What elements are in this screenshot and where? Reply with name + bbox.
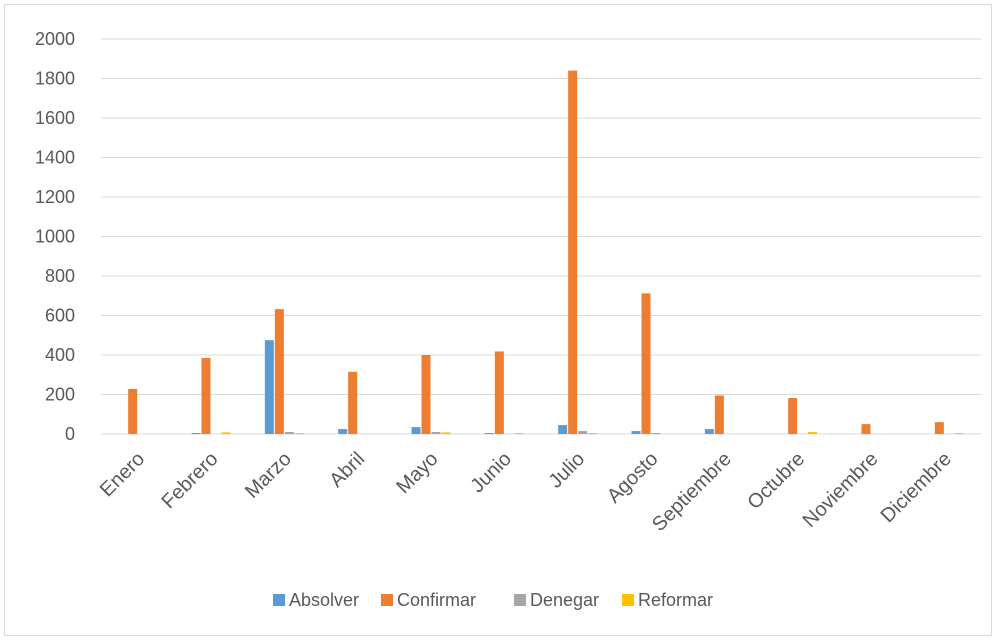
bar-denegar-marzo bbox=[284, 432, 294, 434]
bar-confirmar-octubre bbox=[788, 398, 798, 434]
bar-denegar-agosto bbox=[651, 433, 661, 434]
bar-reformar-mayo bbox=[441, 432, 451, 434]
x-tick-label: Noviembre bbox=[799, 448, 883, 532]
legend-item-denegar: Denegar bbox=[514, 590, 599, 610]
legend-label: Reformar bbox=[638, 590, 713, 610]
bar-confirmar-diciembre bbox=[934, 422, 944, 434]
y-tick-label: 1000 bbox=[35, 227, 75, 247]
y-axis-ticks: 0 200 400 600 800 1000 1200 1400 1600 1800 2000 bbox=[35, 29, 75, 444]
bar-confirmar-junio bbox=[494, 351, 504, 434]
bar-confirmar-noviembre bbox=[861, 424, 871, 434]
bar-reformar-octubre bbox=[808, 432, 818, 434]
bar-confirmar-agosto bbox=[641, 293, 651, 434]
bar-reformar-febrero bbox=[221, 432, 231, 434]
y-tick-label: 600 bbox=[45, 306, 75, 326]
bar-absolver-mayo bbox=[411, 427, 421, 434]
bar-absolver-agosto bbox=[631, 431, 641, 434]
x-tick-label: Octubre bbox=[743, 448, 809, 514]
x-axis-labels: Enero Febrero Marzo Abril Mayo Junio Julio Agos… bbox=[96, 448, 956, 536]
bar-reformar-diciembre bbox=[954, 433, 964, 434]
bar-reformar-junio bbox=[514, 433, 524, 434]
y-tick-label: 2000 bbox=[35, 29, 75, 49]
y-tick-label: 0 bbox=[65, 424, 75, 444]
bar-confirmar-julio bbox=[568, 70, 578, 434]
y-tick-label: 800 bbox=[45, 266, 75, 286]
bar-denegar-julio bbox=[578, 431, 588, 434]
x-tick-label: Marzo bbox=[241, 448, 296, 503]
x-tick-label: Septiembre bbox=[648, 448, 736, 536]
x-tick-label: Julio bbox=[545, 448, 590, 493]
legend: Absolver Confirmar Denegar Reformar bbox=[273, 590, 713, 610]
y-tick-label: 1400 bbox=[35, 148, 75, 168]
bar-denegar-mayo bbox=[431, 432, 441, 434]
y-tick-label: 400 bbox=[45, 345, 75, 365]
bar-chart: 0 200 400 600 800 1000 1200 1400 1600 1800 2000 En… bbox=[35, 29, 981, 610]
y-tick-label: 1600 bbox=[35, 108, 75, 128]
y-tick-label: 1200 bbox=[35, 187, 75, 207]
x-tick-label: Diciembre bbox=[877, 448, 956, 527]
legend-label: Absolver bbox=[289, 590, 359, 610]
bar-confirmar-septiembre bbox=[714, 395, 724, 434]
bar-absolver-septiembre bbox=[704, 429, 714, 434]
bar-confirmar-marzo bbox=[274, 309, 284, 434]
x-tick-label: Agosto bbox=[603, 448, 663, 508]
bar-absolver-junio bbox=[484, 433, 494, 434]
bar-reformar-marzo bbox=[294, 433, 304, 434]
legend-swatch bbox=[622, 594, 634, 606]
legend-swatch bbox=[381, 594, 393, 606]
legend-item-reformar: Reformar bbox=[622, 590, 713, 610]
bar-confirmar-abril bbox=[348, 371, 358, 434]
legend-swatch bbox=[273, 594, 285, 606]
bar-absolver-febrero bbox=[191, 433, 201, 434]
legend-label: Denegar bbox=[530, 590, 599, 610]
bar-absolver-marzo bbox=[264, 340, 274, 434]
legend-swatch bbox=[514, 594, 526, 606]
x-tick-label: Enero bbox=[96, 448, 149, 501]
legend-item-confirmar: Confirmar bbox=[381, 590, 476, 610]
bar-confirmar-febrero bbox=[201, 357, 211, 434]
bar-reformar-julio bbox=[588, 433, 598, 434]
x-tick-label: Febrero bbox=[157, 448, 222, 513]
x-tick-label: Mayo bbox=[392, 448, 442, 498]
bar-confirmar-enero bbox=[128, 388, 138, 434]
bar-absolver-abril bbox=[338, 429, 348, 434]
bar-confirmar-mayo bbox=[421, 355, 431, 434]
gridlines bbox=[101, 38, 981, 435]
y-tick-label: 200 bbox=[45, 385, 75, 405]
chart-frame: 0 200 400 600 800 1000 1200 1400 1600 1800 2000 En… bbox=[4, 4, 992, 636]
legend-item-absolver: Absolver bbox=[273, 590, 359, 610]
x-tick-label: Junio bbox=[467, 448, 516, 497]
y-tick-label: 1800 bbox=[35, 69, 75, 89]
bars bbox=[128, 70, 964, 434]
x-tick-label: Abril bbox=[325, 448, 369, 492]
legend-label: Confirmar bbox=[397, 590, 476, 610]
bar-absolver-julio bbox=[558, 425, 568, 434]
